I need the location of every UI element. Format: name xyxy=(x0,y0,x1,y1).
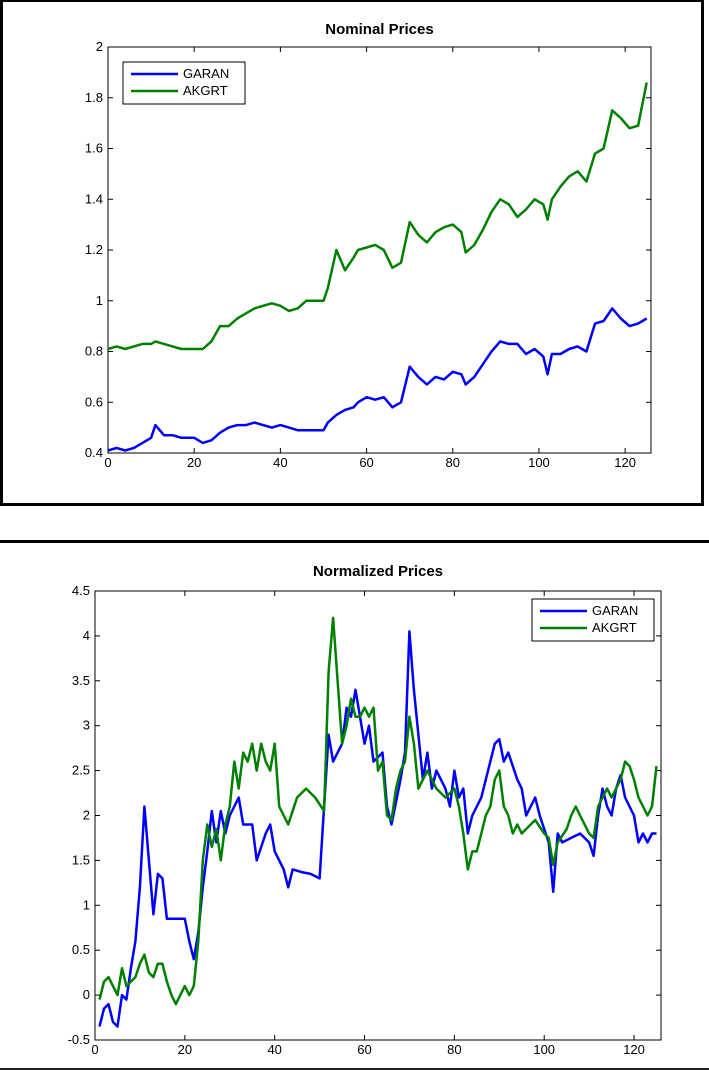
y-tick-label: 1.6 xyxy=(85,141,103,156)
series-line-garan xyxy=(107,307,648,452)
y-tick-label: 1.8 xyxy=(85,90,103,105)
chart-panel-nominal: Nominal Prices 0 20 40 60 80 100 120 0.4 0.6 0.8 1 1… xyxy=(0,0,709,516)
x-tick-label: 120 xyxy=(623,1042,645,1057)
x-tick-label: 60 xyxy=(359,455,373,470)
x-tick-label: 0 xyxy=(91,1042,98,1057)
x-tick-label: 100 xyxy=(533,1042,555,1057)
legend: GARAN AKGRT xyxy=(531,598,655,642)
y-tick-label: 3 xyxy=(83,718,90,733)
x-tick-label: 20 xyxy=(178,1042,192,1057)
x-tick-label: 100 xyxy=(528,455,550,470)
legend: GARAN AKGRT xyxy=(122,61,246,105)
y-tick-label: 3.5 xyxy=(72,673,90,688)
chart-title: Normalized Prices xyxy=(313,563,443,580)
chart-panel-normalized: Normalized Prices 0 20 40 60 80 100 120 -0.5 0 0.5… xyxy=(0,540,709,1070)
x-tick-label: 80 xyxy=(446,455,460,470)
series-line-akgrt xyxy=(98,616,658,1006)
legend-label: GARAN xyxy=(592,603,638,618)
legend-label: AKGRT xyxy=(592,620,637,635)
x-tick-label: 80 xyxy=(447,1042,461,1057)
legend-box xyxy=(122,61,246,105)
chart-title: Nominal Prices xyxy=(325,21,433,38)
legend-box xyxy=(531,598,655,642)
y-tick-label: 1.4 xyxy=(85,191,103,206)
panel-top-rule xyxy=(0,540,709,543)
plot-area xyxy=(107,46,652,454)
x-tick-label: 120 xyxy=(614,455,636,470)
nominal-prices-chart: Nominal Prices 0 20 40 60 80 100 120 0.4 0.6 0.8 1 1… xyxy=(85,21,652,470)
y-tick-label: -0.5 xyxy=(68,1032,90,1047)
y-tick-label: 1.5 xyxy=(72,852,90,867)
x-tick-label: 20 xyxy=(187,455,201,470)
legend-label: GARAN xyxy=(183,66,229,81)
legend-label: AKGRT xyxy=(183,83,228,98)
x-tick-label: 0 xyxy=(104,455,111,470)
y-tick-label: 1 xyxy=(96,293,103,308)
series-line-garan xyxy=(98,630,657,1028)
x-tick-label: 60 xyxy=(357,1042,371,1057)
y-tick-label: 2.5 xyxy=(72,763,90,778)
y-tick-label: 1.2 xyxy=(85,242,103,257)
y-tick-label: 2 xyxy=(96,39,103,54)
y-tick-label: 1 xyxy=(83,897,90,912)
plot-area xyxy=(94,590,662,1041)
x-tick-label: 40 xyxy=(267,1042,281,1057)
x-tick-label: 40 xyxy=(273,455,287,470)
y-tick-label: 0.6 xyxy=(85,394,103,409)
y-tick-label: 4.5 xyxy=(72,583,90,598)
panel-bottom-rule xyxy=(0,1068,709,1070)
chart-frame xyxy=(0,0,704,506)
y-tick-label: 0.5 xyxy=(72,942,90,957)
y-tick-label: 2 xyxy=(83,808,90,823)
y-tick-label: 4 xyxy=(83,628,90,643)
y-tick-label: 0.8 xyxy=(85,344,103,359)
y-tick-label: 0 xyxy=(83,987,90,1002)
y-tick-label: 0.4 xyxy=(85,445,103,460)
series-line-akgrt xyxy=(107,82,648,351)
